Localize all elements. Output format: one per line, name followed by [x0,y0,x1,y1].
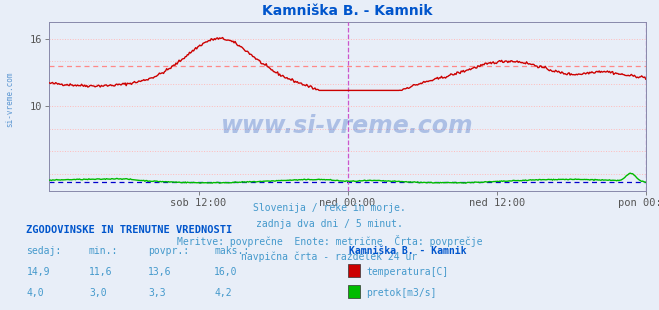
Text: Slovenija / reke in morje.: Slovenija / reke in morje. [253,203,406,213]
Text: 4,0: 4,0 [26,288,44,298]
Text: 4,2: 4,2 [214,288,232,298]
Text: maks.:: maks.: [214,246,249,256]
Text: Kamniška B. - Kamnik: Kamniška B. - Kamnik [349,246,467,256]
Text: 11,6: 11,6 [89,267,113,277]
Text: 16,0: 16,0 [214,267,238,277]
Text: pretok[m3/s]: pretok[m3/s] [366,288,437,298]
Text: temperatura[C]: temperatura[C] [366,267,449,277]
Text: 3,0: 3,0 [89,288,107,298]
Text: navpična črta - razdelek 24 ur: navpična črta - razdelek 24 ur [241,251,418,262]
Text: ZGODOVINSKE IN TRENUTNE VREDNOSTI: ZGODOVINSKE IN TRENUTNE VREDNOSTI [26,225,233,235]
Text: 3,3: 3,3 [148,288,166,298]
Text: min.:: min.: [89,246,119,256]
Text: povpr.:: povpr.: [148,246,189,256]
Text: 14,9: 14,9 [26,267,50,277]
Text: zadnja dva dni / 5 minut.: zadnja dva dni / 5 minut. [256,219,403,229]
Text: Meritve: povprečne  Enote: metrične  Črta: povprečje: Meritve: povprečne Enote: metrične Črta:… [177,235,482,247]
Text: sedaj:: sedaj: [26,246,61,256]
Title: Kamniška B. - Kamnik: Kamniška B. - Kamnik [262,4,433,18]
Text: 13,6: 13,6 [148,267,172,277]
Text: si-vreme.com: si-vreme.com [5,71,14,127]
Text: www.si-vreme.com: www.si-vreme.com [221,114,474,139]
